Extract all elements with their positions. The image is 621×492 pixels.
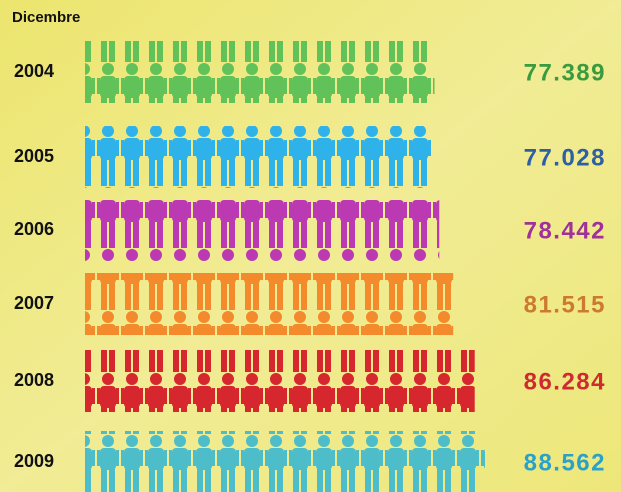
value-label: 78.442 xyxy=(524,217,606,244)
value-label: 86.284 xyxy=(524,368,606,395)
value-label: 81.515 xyxy=(524,291,606,318)
pictogram-bar xyxy=(85,431,485,492)
pictogram-bar xyxy=(85,350,475,412)
year-label: 2004 xyxy=(14,61,54,81)
chart: Dicembre 2004 77.389 2005 77.028 2006 78.442 2… xyxy=(0,0,621,492)
pictogram-bar xyxy=(85,41,435,103)
value-label: 88.562 xyxy=(524,449,606,476)
pictogram-bar xyxy=(85,199,439,261)
year-label: 2008 xyxy=(14,370,54,390)
pictogram-bar xyxy=(85,126,433,188)
value-label: 77.389 xyxy=(524,59,606,86)
year-label: 2005 xyxy=(14,146,54,166)
value-label: 77.028 xyxy=(524,144,606,171)
year-label: 2009 xyxy=(14,451,54,471)
year-label: 2006 xyxy=(14,219,54,239)
year-label: 2007 xyxy=(14,293,54,313)
pictogram-bar xyxy=(85,273,453,335)
chart-title: Dicembre xyxy=(12,9,80,26)
